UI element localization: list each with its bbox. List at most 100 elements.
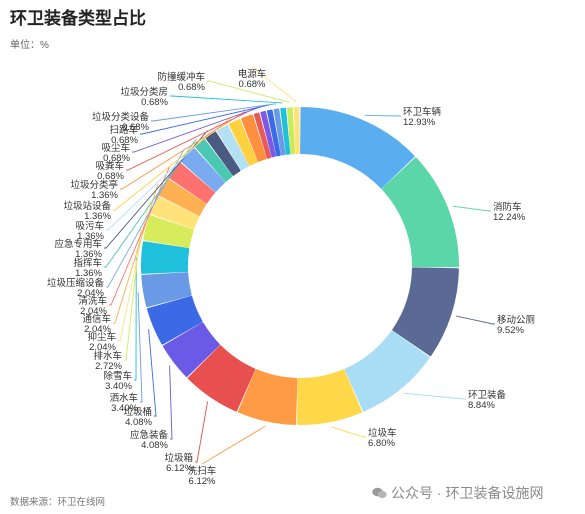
slice-name-label: 洗扫车 [188, 465, 217, 477]
slice-name-label: 垃圾分类亭 [70, 179, 118, 191]
slice-value-label: 2.04% [77, 288, 104, 299]
slice-value-label: 0.68% [239, 79, 266, 90]
donut-slice[interactable] [273, 108, 286, 156]
slice-name-label: 垃圾站设备 [63, 200, 111, 212]
slice-value-label: 1.36% [84, 211, 111, 222]
donut-slice[interactable] [293, 107, 300, 155]
donut-slice[interactable] [195, 139, 233, 182]
donut-slice[interactable] [297, 369, 362, 425]
slice-value-label: 1.36% [75, 268, 102, 279]
slice-value-label: 6.12% [189, 476, 216, 487]
donut-slice[interactable] [187, 345, 256, 412]
slice-value-label: 6.80% [368, 438, 395, 449]
slice-value-label: 2.72% [95, 361, 122, 372]
donut-slice[interactable] [287, 107, 296, 155]
donut-slice[interactable] [228, 119, 258, 166]
slice-name-label: 垃圾压缩设备 [47, 277, 105, 289]
slice-name-label: 电源车 [238, 68, 267, 80]
leader-line [120, 111, 246, 190]
slice-value-label: 0.68% [122, 122, 149, 133]
chart-title: 环卫装备类型占比 [10, 9, 146, 28]
leader-line [170, 95, 283, 104]
slice-value-label: 1.36% [75, 249, 102, 260]
leader-line [151, 103, 276, 122]
leader-line [137, 292, 143, 403]
slice-name-label: 洒水车 [109, 392, 138, 404]
leader-line [452, 205, 491, 212]
slice-name-label: 应急装备 [130, 429, 169, 441]
slice-name-label: 通信车 [82, 313, 111, 325]
slice-value-label: 0.68% [97, 171, 124, 182]
leader-line [124, 226, 142, 361]
leader-line [456, 315, 495, 325]
donut-slice[interactable] [266, 109, 281, 157]
leader-line [195, 401, 209, 463]
slice-value-label: 2.04% [84, 324, 111, 335]
leader-line [104, 138, 197, 268]
donut-slice[interactable] [253, 112, 272, 159]
slice-value-label: 0.68% [178, 82, 205, 93]
donut-slice[interactable] [141, 241, 190, 274]
slice-value-label: 4.08% [125, 417, 152, 428]
leader-line [207, 80, 290, 103]
slice-name-label: 清洗车 [78, 295, 107, 307]
donut-slice[interactable] [180, 147, 226, 193]
slice-name-label: 垃圾车 [368, 427, 397, 439]
donut-slice[interactable] [141, 272, 192, 308]
leader-line [113, 183, 159, 324]
leader-line [106, 150, 184, 288]
watermark-text: 公众号 · 环卫装备设施网 [391, 485, 544, 501]
slice-value-label: 9.52% [497, 325, 524, 336]
leader-line [113, 116, 233, 211]
slice-value-label: 12.24% [493, 212, 526, 223]
donut-slice[interactable] [237, 369, 298, 425]
leader-line [140, 104, 269, 135]
wechat-icon [372, 487, 387, 499]
slice-value-label: 12.93% [403, 117, 436, 128]
leader-line [134, 257, 137, 381]
slice-value-label: 0.68% [111, 135, 138, 146]
leader-line [109, 166, 171, 306]
slice-name-label: 移动公厕 [497, 314, 535, 326]
slice-name-label: 应急专用车 [54, 238, 102, 250]
donut-slice[interactable] [216, 124, 249, 171]
slice-value-label: 2.04% [89, 342, 116, 353]
donut-slice[interactable] [392, 267, 459, 357]
slice-name-label: 垃圾桶 [123, 406, 152, 418]
donut-slice[interactable] [260, 110, 276, 158]
leader-line [148, 329, 157, 417]
donut-slice[interactable] [300, 107, 415, 189]
donut-slice[interactable] [344, 330, 430, 412]
leader-line [118, 202, 150, 342]
unit-label: 单位：% [10, 40, 49, 51]
slice-value-label: 2.04% [80, 306, 107, 317]
slice-value-label: 8.84% [468, 400, 495, 411]
leader-line [169, 365, 173, 440]
slice-name-label: 垃圾箱 [164, 452, 193, 464]
donut-slice[interactable] [280, 107, 291, 155]
donut-slice[interactable] [150, 196, 200, 230]
donut-slice[interactable] [205, 131, 241, 176]
slice-name-label: 防撞缓冲车 [157, 71, 205, 83]
slice-value-label: 1.36% [77, 231, 104, 242]
donut-slice[interactable] [241, 114, 267, 162]
donut-slice[interactable] [381, 157, 460, 268]
slice-name-label: 指挥车 [73, 257, 102, 269]
slice-value-label: 0.68% [103, 153, 130, 164]
donut-slice[interactable] [162, 322, 220, 378]
slice-value-label: 3.40% [105, 381, 132, 392]
slice-name-label: 垃圾分类设备 [92, 111, 150, 123]
donut-slice[interactable] [143, 215, 194, 248]
leader-line [331, 426, 366, 438]
slice-name-label: 吸污车 [75, 220, 104, 232]
slice-value-label: 3.40% [111, 403, 138, 414]
donut-slice[interactable] [147, 295, 203, 345]
leader-line [251, 66, 297, 103]
slice-name-label: 环卫车辆 [403, 106, 442, 118]
slice-value-label: 6.12% [166, 463, 193, 474]
slice-name-label: 垃圾分类房 [120, 86, 168, 98]
leader-line [132, 106, 262, 153]
leader-line [201, 425, 266, 465]
slice-name-label: 除雪车 [103, 370, 132, 382]
